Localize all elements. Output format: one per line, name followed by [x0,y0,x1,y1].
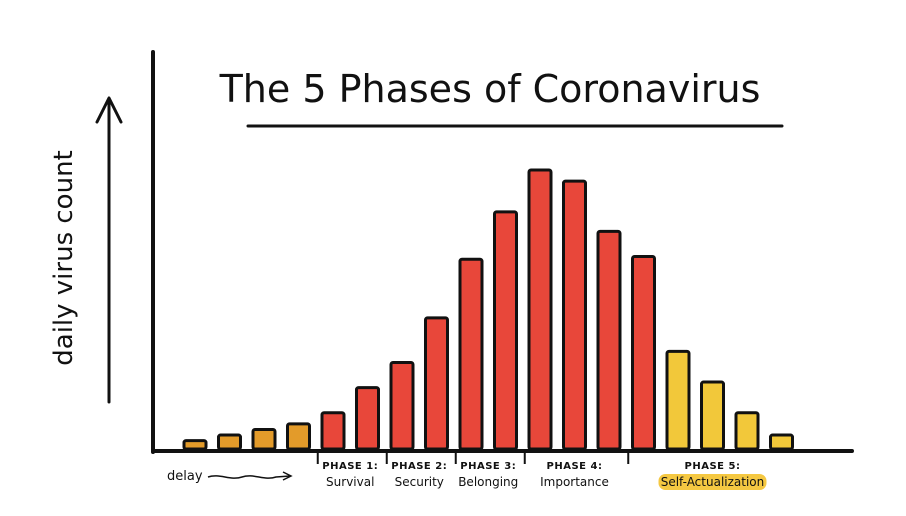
bar-4 [286,422,311,451]
bar-13 [596,229,622,451]
bar-15 [665,349,691,451]
bar-7 [389,361,415,451]
bar-14 [631,254,656,451]
bars-group [182,168,794,451]
bar-2 [217,433,242,451]
delay-arrow-icon [207,475,291,479]
bar-17 [734,411,760,451]
delay-arrowhead-icon [282,471,293,481]
bar-12 [562,179,587,451]
phase-1-name: Survival [326,475,374,489]
phase-2-heading: PHASE 2: [391,461,447,472]
phase-5-heading: PHASE 5: [685,461,741,472]
bar-3 [251,427,277,451]
phase-5-name: Self-Actualization [661,475,765,489]
highlight-marker [658,474,767,490]
bar-16 [700,380,725,451]
bar-10 [493,210,518,451]
bar-11 [527,168,553,451]
phase-4-name: Importance [540,475,609,489]
phase-2-name: Security [395,475,444,489]
bar-1 [182,439,208,451]
phase-4-heading: PHASE 4: [547,461,603,472]
bar-5 [320,411,346,451]
bar-9 [458,257,484,451]
y-axis-label: daily virus count [49,150,79,365]
bar-8 [424,316,449,451]
bar-18 [769,433,794,451]
chart-title: The 5 Phases of Coronavirus [219,67,761,111]
phase-3-name: Belonging [458,475,518,489]
bar-6 [355,386,380,451]
y-arrow-icon [95,96,123,404]
phase-3-heading: PHASE 3: [460,461,516,472]
delay-label: delay [167,469,203,484]
phase-1-heading: PHASE 1: [322,461,378,472]
phase-labels-group: delay PHASE 1: Survival PHASE 2: Security PHA… [167,452,767,490]
